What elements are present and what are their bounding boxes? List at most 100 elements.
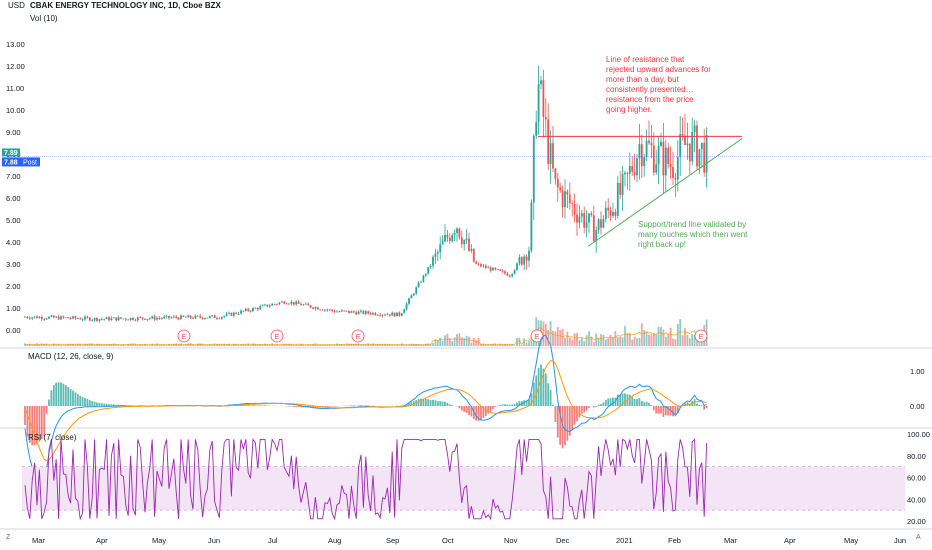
candle-body xyxy=(201,317,204,319)
macd-hist-bar xyxy=(324,406,326,408)
macd-hist-bar xyxy=(314,406,317,408)
volume-bar xyxy=(554,331,557,346)
candle-body xyxy=(345,310,348,312)
volume-bar xyxy=(31,344,34,346)
volume-bar xyxy=(669,327,672,346)
candle-body xyxy=(576,214,578,223)
macd-hist-bar xyxy=(643,402,646,406)
candle-body xyxy=(199,315,202,318)
candle-body xyxy=(220,316,223,319)
candle-body xyxy=(525,256,528,261)
macd-hist-bar xyxy=(592,406,595,408)
volume-bar xyxy=(468,336,470,346)
candle-body xyxy=(295,301,298,305)
candle-body xyxy=(465,238,468,241)
candle-body xyxy=(348,310,350,313)
volume-bar xyxy=(165,345,168,346)
volume-bar xyxy=(163,344,166,346)
x-tick-label: Mar xyxy=(724,536,737,545)
volume-bar xyxy=(177,344,180,346)
volume-bar xyxy=(139,344,142,346)
volume-bar xyxy=(48,345,50,346)
candle-body xyxy=(283,301,286,304)
volume-bar xyxy=(564,337,566,346)
candle-body xyxy=(230,312,233,316)
volume-bar xyxy=(484,344,487,346)
macd-tick-label: 1.00 xyxy=(910,367,925,376)
macd-hist-bar xyxy=(468,406,470,416)
macd-hist-bar xyxy=(91,401,94,406)
macd-hist-bar xyxy=(628,394,631,406)
volume-bar xyxy=(609,334,612,346)
candle-body xyxy=(624,172,626,175)
candle-body xyxy=(566,191,569,195)
y-tick-label: 13.00 xyxy=(6,40,25,49)
candle-body xyxy=(204,318,206,319)
candle-body xyxy=(614,211,617,216)
earnings-marker-label: E xyxy=(275,334,280,341)
macd-hist-bar xyxy=(62,383,65,406)
rsi-tick-label: 20.00 xyxy=(907,517,926,526)
candle-body xyxy=(588,213,590,223)
macd-hist-bar xyxy=(684,403,686,406)
candle-body xyxy=(564,191,566,207)
volume-bar xyxy=(168,343,170,346)
candle-body xyxy=(403,309,406,314)
macd-hist-bar xyxy=(84,398,86,406)
macd-hist-bar xyxy=(249,405,252,406)
macd-hist-bar xyxy=(482,406,485,418)
volume-bar xyxy=(374,344,377,346)
candle-body xyxy=(626,172,629,174)
candle-body xyxy=(468,238,470,251)
macd-hist-bar xyxy=(412,401,415,406)
resistance-annotation: going higher. xyxy=(606,105,652,114)
candle-body xyxy=(571,203,574,204)
candle-body xyxy=(439,244,442,253)
volume-bar xyxy=(566,331,569,346)
macd-hist-bar xyxy=(484,406,487,416)
candle-body xyxy=(561,190,564,207)
macd-hist-bar xyxy=(300,406,302,408)
volume-bar xyxy=(146,344,149,346)
volume-bar xyxy=(633,336,636,346)
volume-bar xyxy=(182,344,185,346)
candle-body xyxy=(88,317,91,321)
volume-bar xyxy=(585,335,588,346)
auto-scale-button[interactable]: A xyxy=(916,534,921,541)
volume-bar xyxy=(571,339,574,346)
macd-hist-bar xyxy=(595,406,598,407)
candle-body xyxy=(76,318,79,320)
volume-bar xyxy=(453,337,456,346)
x-tick-label: Jun xyxy=(894,536,906,545)
macd-hist-bar xyxy=(360,405,362,406)
candle-body xyxy=(672,167,674,178)
candle-body xyxy=(122,318,125,320)
volume-bar xyxy=(477,338,480,346)
macd-hist-bar xyxy=(612,397,614,406)
macd-hist-bar xyxy=(422,398,425,406)
macd-hist-bar xyxy=(60,382,62,406)
volume-bar xyxy=(475,340,478,346)
candle-body xyxy=(237,313,240,315)
candle-body xyxy=(108,317,110,321)
macd-hist-bar xyxy=(578,406,581,418)
candle-body xyxy=(441,241,444,245)
candle-body xyxy=(528,250,530,261)
macd-hist-bar xyxy=(679,406,682,408)
candle-body xyxy=(146,318,149,320)
macd-hist-bar xyxy=(667,406,670,416)
candle-body xyxy=(64,317,67,319)
macd-hist-bar xyxy=(504,404,506,406)
volume-bar xyxy=(396,344,398,346)
candle-body xyxy=(367,311,370,314)
candle-body xyxy=(674,177,677,180)
candle-body xyxy=(667,147,670,165)
candle-body xyxy=(163,316,166,319)
macd-hist-bar xyxy=(528,399,530,406)
candle-body xyxy=(276,304,278,305)
volume-bar xyxy=(684,328,686,346)
zoom-button[interactable]: Z xyxy=(6,534,11,541)
volume-bar xyxy=(434,339,437,346)
candle-body xyxy=(681,134,684,136)
